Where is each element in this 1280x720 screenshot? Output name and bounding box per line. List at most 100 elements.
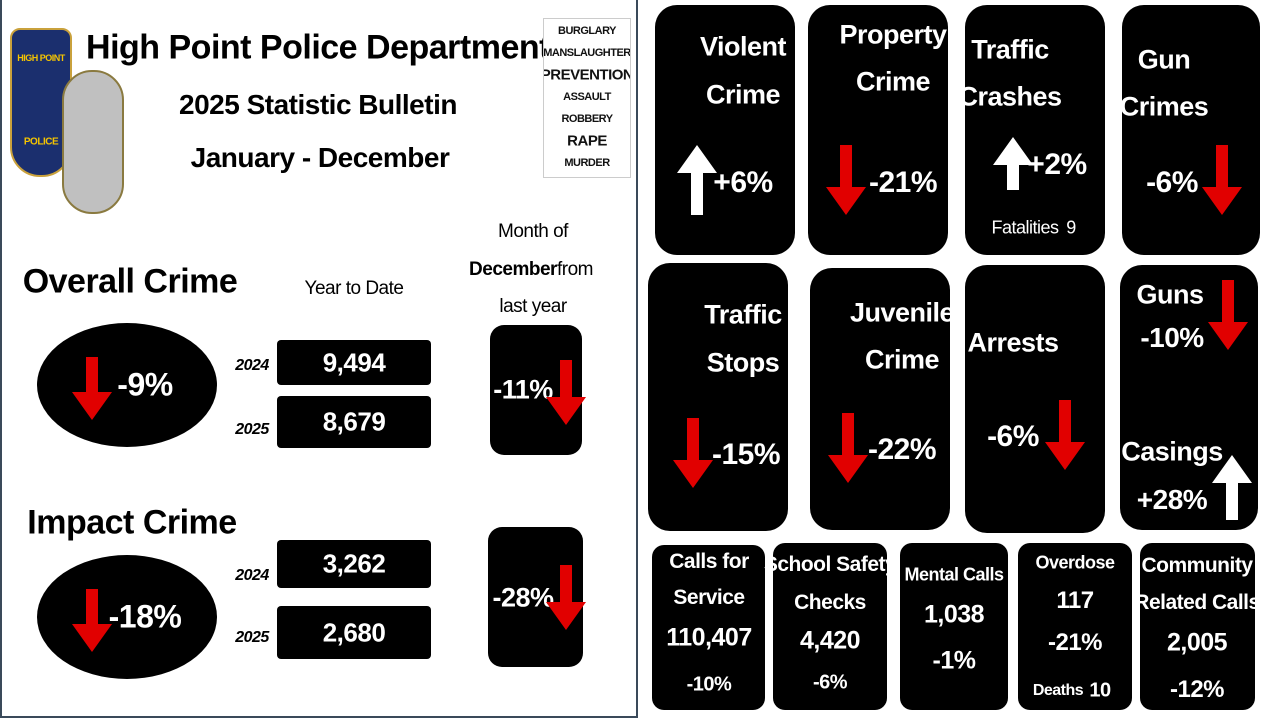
wordcloud: BURGLARY MANSLAUGHTER PREVENTION ASSAULT ROB… bbox=[543, 18, 631, 178]
ellipse bbox=[37, 555, 217, 679]
tile-title: Violent bbox=[699, 31, 787, 62]
small-tile-text: -12% bbox=[1169, 676, 1225, 703]
tile-change: -6% bbox=[987, 420, 1039, 453]
value-bar bbox=[277, 540, 431, 588]
small-tile-text: 10 bbox=[1089, 679, 1111, 702]
tile-note: 9 bbox=[1066, 217, 1076, 238]
badge-text: POLICE bbox=[23, 136, 59, 148]
tile-title: Traffic bbox=[704, 299, 782, 330]
tile-title: Stops bbox=[706, 347, 780, 378]
small-tile-text: 1,038 bbox=[923, 600, 985, 629]
word: MURDER bbox=[564, 157, 610, 169]
ytd-value: 3,262 bbox=[322, 548, 386, 579]
section-label: Impact Crime bbox=[27, 503, 237, 542]
small-tile-text: 117 bbox=[1056, 587, 1094, 614]
small-tile-text: School Safety bbox=[763, 553, 897, 576]
tile bbox=[965, 5, 1105, 255]
tile-title: Juvenile bbox=[849, 297, 955, 328]
month-header: last year bbox=[499, 296, 567, 317]
change: -18% bbox=[108, 598, 182, 635]
small-tile-text: Service bbox=[673, 586, 745, 609]
small-tile-text: 110,407 bbox=[666, 623, 752, 652]
small-tile-text: Deaths bbox=[1032, 682, 1084, 699]
tile-change: -6% bbox=[1146, 166, 1198, 199]
month-header: from bbox=[557, 259, 594, 280]
month-header: December bbox=[469, 259, 557, 280]
year-label: 2024 bbox=[235, 357, 269, 374]
value-bar bbox=[277, 340, 431, 385]
small-tile bbox=[652, 545, 765, 710]
tile-note: Fatalities bbox=[991, 217, 1059, 238]
tile bbox=[810, 268, 950, 530]
month-change: -28% bbox=[492, 582, 554, 613]
small-tile-text: -1% bbox=[932, 646, 976, 675]
arrow-up bbox=[993, 137, 1033, 190]
arrow-down bbox=[828, 413, 868, 483]
small-tile-text: Mental Calls bbox=[904, 564, 1004, 585]
word: RAPE bbox=[567, 132, 607, 150]
tile-change: -21% bbox=[868, 166, 938, 199]
arrow-down bbox=[673, 418, 713, 488]
small-tile-text: Overdose bbox=[1035, 552, 1115, 573]
word: BURGLARY bbox=[558, 25, 616, 37]
tile-title: Crime bbox=[864, 344, 940, 375]
badge-text: HIGH POINT bbox=[17, 53, 65, 63]
tile-change: +6% bbox=[713, 166, 773, 199]
tile bbox=[965, 265, 1105, 533]
small-tile-text: Checks bbox=[794, 591, 866, 614]
arrow-down bbox=[72, 357, 112, 420]
tile-title: Traffic bbox=[971, 34, 1049, 65]
section-label: Overall Crime bbox=[22, 262, 238, 301]
arrow-down bbox=[546, 360, 586, 425]
year-label: 2025 bbox=[235, 629, 269, 646]
arrow-down bbox=[1045, 400, 1085, 470]
title: High Point Police Department bbox=[86, 28, 550, 67]
small-tile bbox=[1140, 543, 1255, 710]
tile-title: Arrests bbox=[967, 327, 1059, 358]
ytd-value: 9,494 bbox=[322, 347, 386, 377]
small-tile-text: Community bbox=[1141, 554, 1254, 577]
small-tile-text: 4,420 bbox=[799, 626, 861, 655]
tile-title: Gun bbox=[1137, 44, 1191, 75]
small-tile-text: -21% bbox=[1047, 629, 1103, 656]
month-change: -11% bbox=[493, 374, 553, 405]
tile-change: +2% bbox=[1027, 148, 1087, 181]
value-bar bbox=[277, 396, 431, 448]
arrow-down bbox=[1208, 280, 1248, 350]
left-panel bbox=[0, 0, 638, 718]
tile bbox=[808, 5, 948, 255]
arrow-up bbox=[1212, 455, 1252, 520]
small-tile bbox=[773, 543, 887, 710]
arrow-down bbox=[826, 145, 866, 215]
arrow-down bbox=[546, 565, 586, 630]
small-tile-text: Calls for bbox=[669, 550, 749, 573]
tile-change: +28% bbox=[1136, 484, 1208, 515]
ytd-header: Year to Date bbox=[304, 278, 404, 299]
year-label: 2025 bbox=[235, 421, 269, 438]
word: ASSAULT bbox=[563, 91, 611, 103]
subtitle: 2025 Statistic Bulletin bbox=[179, 89, 457, 120]
tile-change: -10% bbox=[1140, 322, 1204, 353]
small-tile bbox=[1018, 543, 1132, 710]
word: MANSLAUGHTER bbox=[543, 47, 631, 59]
tile-change: -15% bbox=[711, 438, 781, 471]
word: PREVENTION bbox=[543, 66, 631, 84]
tile-change: -22% bbox=[867, 433, 937, 466]
arrow-down bbox=[1202, 145, 1242, 215]
change: -9% bbox=[117, 366, 173, 403]
tile-title: Crashes bbox=[958, 81, 1062, 112]
tile bbox=[1122, 5, 1260, 255]
year-label: 2024 bbox=[235, 567, 269, 584]
tile-title: Crime bbox=[855, 66, 931, 97]
small-tile-text: 2,005 bbox=[1166, 628, 1228, 657]
small-tile-text: -10% bbox=[686, 673, 732, 696]
tile-title: Crimes bbox=[1119, 91, 1209, 122]
badge-seal bbox=[62, 70, 124, 214]
arrow-up bbox=[677, 145, 717, 215]
tile-title: Property bbox=[839, 19, 947, 50]
ytd-value: 2,680 bbox=[322, 617, 386, 647]
small-tile bbox=[900, 543, 1008, 710]
arrow-down bbox=[72, 589, 112, 652]
tile-title: Crime bbox=[705, 79, 781, 110]
